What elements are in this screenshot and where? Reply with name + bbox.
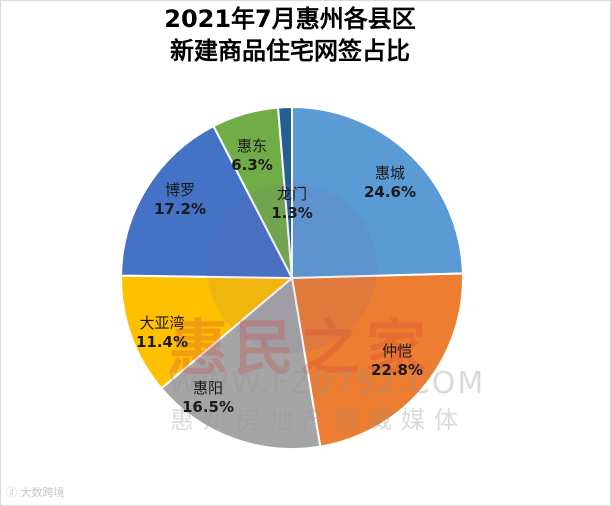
pie-slice-2 — [159, 276, 322, 450]
slice-label-huiyang: 惠阳 16.5% — [181, 379, 235, 416]
logo-icon: ⓓ — [6, 486, 17, 499]
watermark-emblem — [207, 183, 377, 353]
slice-label-huicheng: 惠城 24.6% — [363, 164, 417, 201]
slice-label-longmen: 龙门 1.3% — [271, 185, 313, 222]
slice-label-huidong: 惠东 6.3% — [231, 137, 273, 174]
chart-title-line-1: 2021年7月惠州各县区 — [164, 5, 416, 33]
pie-slice-3 — [120, 274, 295, 390]
pie-slice-0 — [291, 105, 464, 280]
corner-watermark: ⓓ 大数跨境 — [6, 486, 65, 499]
slice-label-boluo: 博罗 17.2% — [153, 181, 207, 218]
slice-label-zhongkai: 仲恺 22.8% — [370, 342, 424, 379]
pie-slice-1 — [290, 272, 464, 448]
pie-slice-4 — [120, 124, 294, 280]
chart-title-line-2: 新建商品住宅网签占比 — [170, 37, 410, 65]
slice-label-dayawan: 大亚湾 11.4% — [135, 314, 189, 351]
pie-slice-6 — [276, 105, 293, 279]
